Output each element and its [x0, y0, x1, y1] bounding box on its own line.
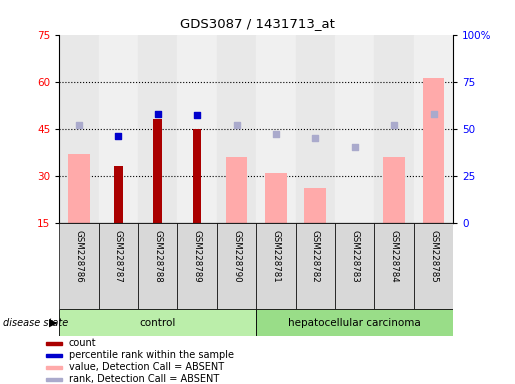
Bar: [59, 223, 99, 309]
Text: control: control: [140, 318, 176, 328]
Text: GDS3087 / 1431713_at: GDS3087 / 1431713_at: [180, 17, 335, 30]
Text: disease state: disease state: [3, 318, 68, 328]
Bar: [226, 157, 247, 223]
Bar: [265, 172, 287, 223]
Bar: [296, 35, 335, 223]
Bar: [59, 35, 98, 223]
Bar: [414, 35, 453, 223]
Point: [153, 111, 162, 117]
Bar: [46, 354, 62, 356]
Bar: [217, 223, 256, 309]
Bar: [335, 223, 374, 309]
Bar: [114, 166, 123, 223]
Point: [430, 111, 438, 117]
Bar: [153, 119, 162, 223]
Point: [272, 131, 280, 137]
Point: [114, 133, 123, 139]
Text: ▶: ▶: [49, 318, 58, 328]
Point: [311, 135, 319, 141]
Bar: [256, 309, 453, 336]
Bar: [374, 223, 414, 309]
Text: hepatocellular carcinoma: hepatocellular carcinoma: [288, 318, 421, 328]
Point: [390, 122, 398, 128]
Bar: [59, 309, 256, 336]
Bar: [423, 78, 444, 223]
Text: GSM228783: GSM228783: [350, 230, 359, 282]
Text: count: count: [68, 338, 96, 348]
Text: GSM228786: GSM228786: [75, 230, 83, 282]
Text: rank, Detection Call = ABSENT: rank, Detection Call = ABSENT: [68, 374, 219, 384]
Bar: [414, 223, 453, 309]
Text: GSM228789: GSM228789: [193, 230, 201, 282]
Bar: [177, 35, 217, 223]
Bar: [46, 366, 62, 369]
Bar: [256, 35, 296, 223]
Bar: [335, 35, 374, 223]
Text: GSM228784: GSM228784: [390, 230, 399, 282]
Bar: [304, 188, 326, 223]
Bar: [99, 223, 138, 309]
Bar: [46, 378, 62, 381]
Text: percentile rank within the sample: percentile rank within the sample: [68, 350, 233, 360]
Text: GSM228788: GSM228788: [153, 230, 162, 282]
Text: GSM228787: GSM228787: [114, 230, 123, 282]
Bar: [296, 223, 335, 309]
Bar: [98, 35, 138, 223]
Text: GSM228790: GSM228790: [232, 230, 241, 282]
Bar: [46, 342, 62, 344]
Bar: [138, 35, 177, 223]
Bar: [177, 223, 217, 309]
Text: GSM228782: GSM228782: [311, 230, 320, 282]
Point: [75, 122, 83, 128]
Bar: [138, 223, 177, 309]
Bar: [193, 129, 201, 223]
Bar: [374, 35, 414, 223]
Bar: [68, 154, 90, 223]
Point: [232, 122, 241, 128]
Text: GSM228785: GSM228785: [429, 230, 438, 282]
Text: value, Detection Call = ABSENT: value, Detection Call = ABSENT: [68, 362, 224, 372]
Bar: [256, 223, 296, 309]
Bar: [217, 35, 256, 223]
Point: [351, 144, 359, 151]
Text: GSM228781: GSM228781: [271, 230, 280, 282]
Bar: [383, 157, 405, 223]
Point: [193, 113, 201, 119]
